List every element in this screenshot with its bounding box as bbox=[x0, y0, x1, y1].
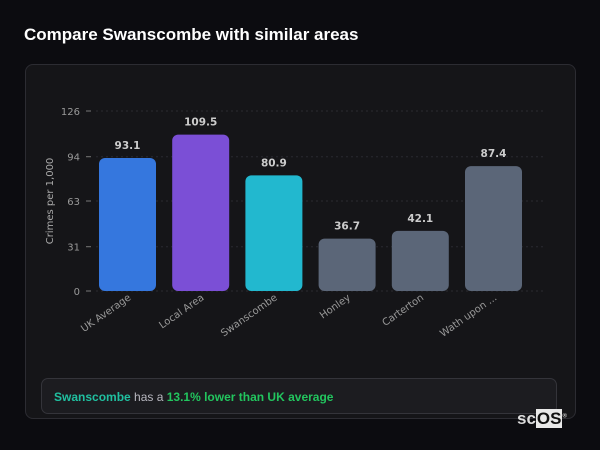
bar[interactable] bbox=[318, 238, 376, 291]
area-name: Swanscombe bbox=[54, 390, 131, 404]
x-tick-label: Local Area bbox=[157, 292, 206, 331]
data-label: 109.5 bbox=[184, 117, 217, 129]
comparison-value: 13.1% lower than UK average bbox=[166, 390, 334, 404]
y-tick-label: 94 bbox=[67, 153, 80, 164]
data-label: 80.9 bbox=[261, 157, 287, 169]
summary-text: has a bbox=[130, 390, 167, 404]
data-label: 42.1 bbox=[407, 213, 433, 225]
data-label: 93.1 bbox=[115, 140, 141, 152]
x-tick-label: Carterton bbox=[381, 292, 426, 328]
x-tick-label: UK Average bbox=[79, 292, 133, 334]
y-tick-label: 63 bbox=[67, 197, 80, 208]
x-tick-label: Honley bbox=[318, 292, 353, 321]
x-tick-label: Swanscombe bbox=[219, 292, 279, 339]
bar[interactable] bbox=[99, 158, 156, 291]
y-axis-label: Crimes per 1,000 bbox=[45, 158, 56, 245]
data-label: 36.7 bbox=[334, 221, 360, 233]
comparison-summary: Swanscombe has a 13.1% lower than UK ave… bbox=[41, 378, 557, 414]
x-tick-label: Wath upon ... bbox=[438, 292, 499, 339]
data-label: 87.4 bbox=[481, 148, 507, 160]
page-title: Compare Swanscombe with similar areas bbox=[24, 25, 359, 44]
bar[interactable] bbox=[172, 134, 230, 291]
bar[interactable] bbox=[391, 230, 449, 291]
bar[interactable] bbox=[465, 166, 522, 291]
y-tick-label: 126 bbox=[61, 107, 80, 118]
y-tick-label: 31 bbox=[67, 243, 80, 254]
bar[interactable] bbox=[245, 175, 303, 291]
y-tick-label: 0 bbox=[74, 287, 80, 298]
scos-logo: scOS® bbox=[517, 409, 567, 428]
